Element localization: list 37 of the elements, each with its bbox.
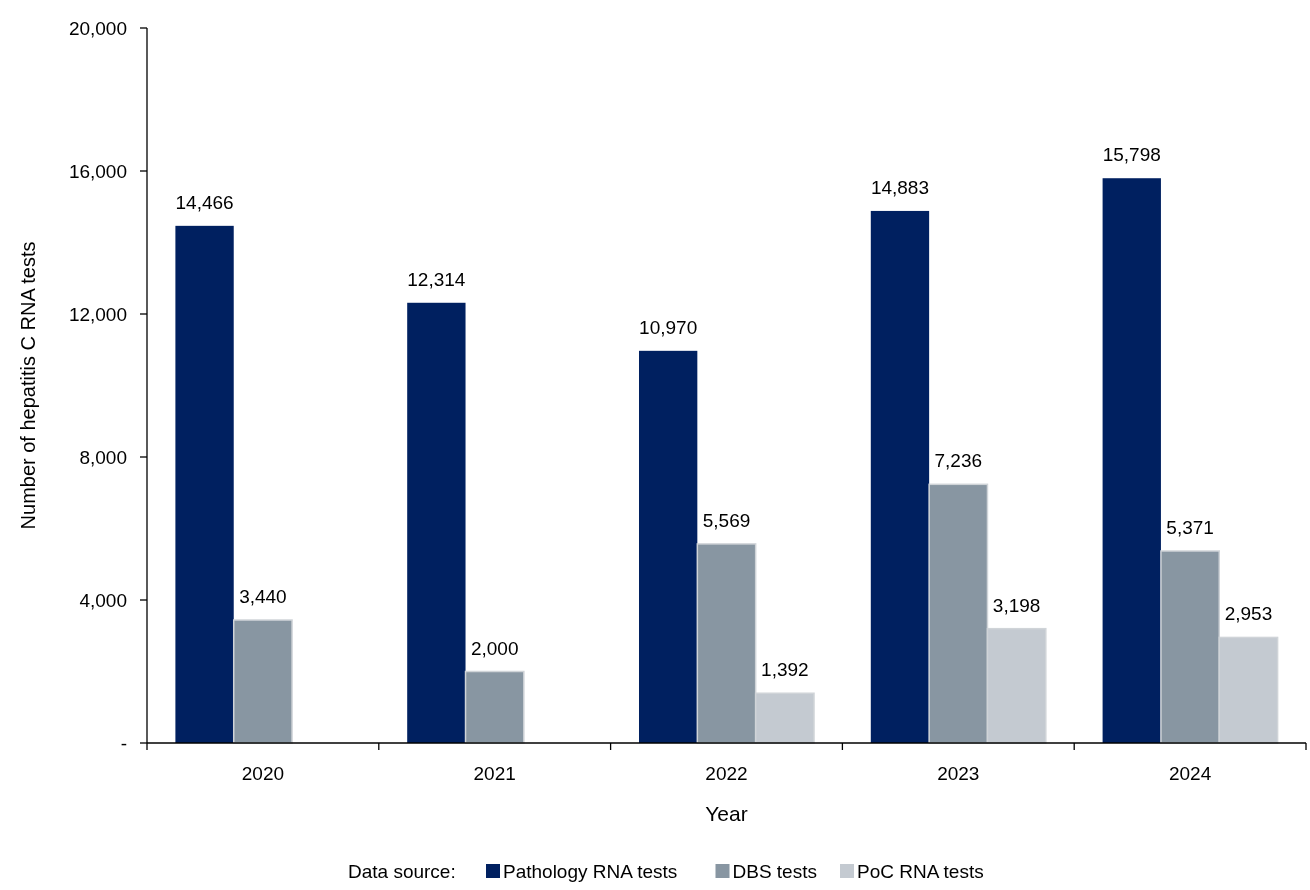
bar [175,225,234,743]
legend-label: DBS tests [732,861,817,882]
data-label: 10,970 [639,316,698,338]
data-label: 14,466 [175,191,234,213]
y-tick-label: 4,000 [79,590,127,611]
data-label: 2,953 [1224,603,1273,625]
bar [232,619,293,744]
data-label: 3,198 [992,594,1041,616]
bar [464,670,525,744]
y-tick-label: 20,000 [68,18,127,39]
legend-label: PoC RNA tests [857,861,984,882]
y-tick-label: - [120,733,127,754]
bar [870,210,930,743]
legend-title: Data source: [348,861,456,882]
data-label: 14,883 [870,176,930,198]
data-label: 15,798 [1102,144,1161,166]
x-tick-label: 2020 [241,763,285,784]
y-tick-label: 16,000 [68,161,127,182]
data-label: 5,371 [1166,516,1214,538]
x-tick-label: 2022 [705,763,748,784]
legend-label: Pathology RNA tests [503,861,678,882]
bar [639,350,698,743]
bar [407,302,466,743]
x-tick-label: 2021 [473,763,516,784]
y-tick-label: 12,000 [68,304,127,325]
x-tick-label: 2023 [937,763,980,784]
bar [1102,178,1161,743]
data-label: 5,569 [702,509,751,531]
data-label: 2,000 [470,637,519,659]
data-label: 12,314 [407,268,466,290]
y-axis-title: Number of hepatitis C RNA tests [17,241,39,530]
x-tick-label: 2024 [1168,763,1212,784]
data-label: 3,440 [239,586,287,608]
data-label: 7,236 [934,450,983,472]
data-label: 1,392 [761,659,809,681]
y-tick-label: 8,000 [79,447,127,468]
x-axis-title: Year [705,802,748,825]
